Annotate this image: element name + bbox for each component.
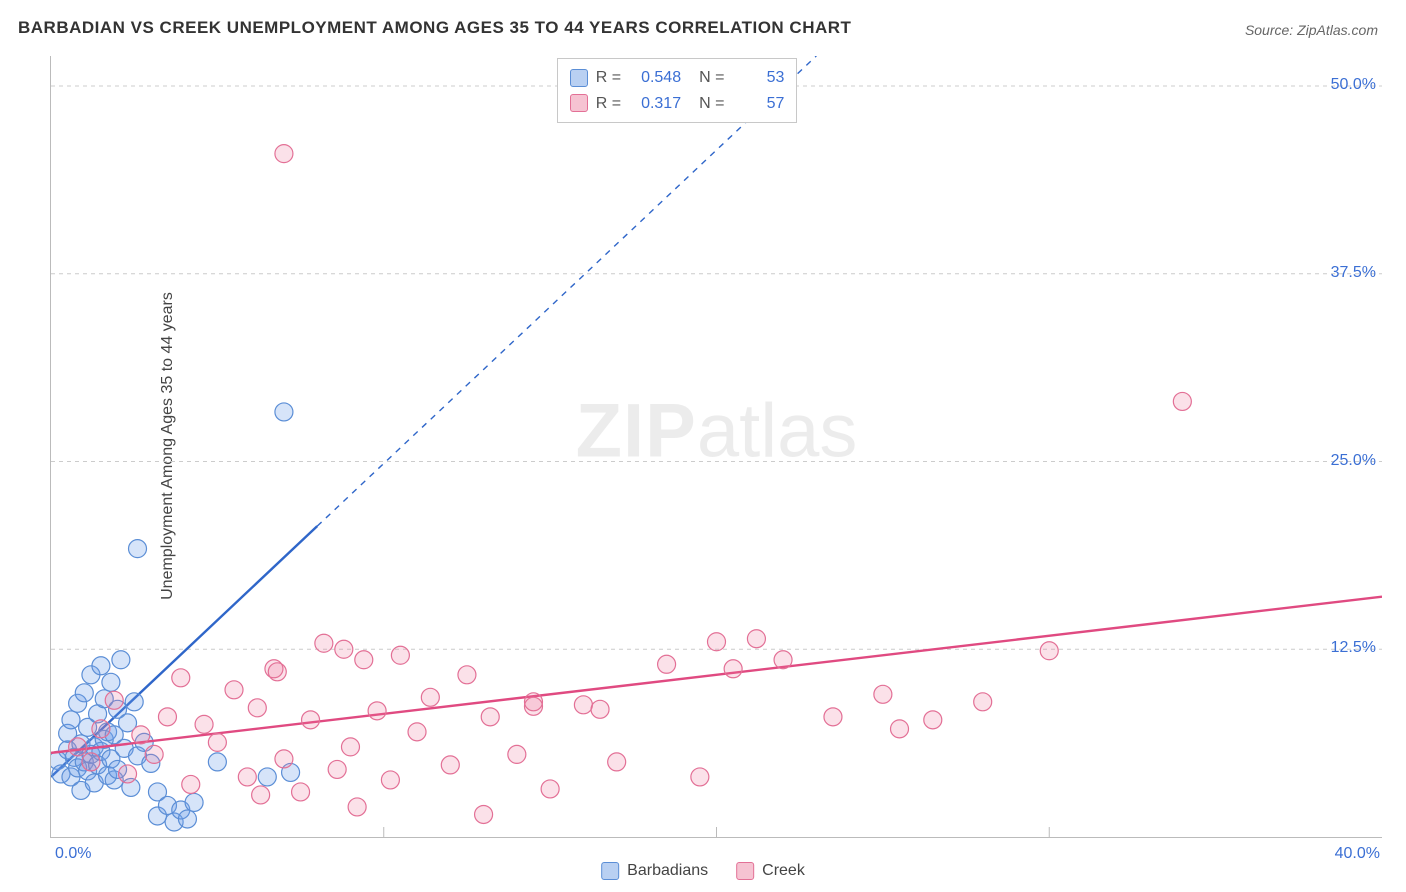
stats-row: R = 0.548 N = 53 [570,65,785,91]
legend-swatch [570,69,588,87]
x-tick-label: 0.0% [55,845,91,863]
y-tick-label: 37.5% [1331,264,1376,282]
stat-r-value: 0.317 [629,91,681,117]
stats-row: R = 0.317 N = 57 [570,91,785,117]
stat-r-label: R = [596,65,621,91]
legend-label: Creek [762,862,805,880]
y-tick-label: 50.0% [1331,76,1376,94]
legend-swatch [601,862,619,880]
stat-n-value: 53 [732,65,784,91]
legend-swatch [570,94,588,112]
legend-swatch [736,862,754,880]
bottom-legend: Barbadians Creek [601,862,805,880]
correlation-stats-box: R = 0.548 N = 53 R = 0.317 N = 57 [557,58,798,123]
legend-label: Barbadians [627,862,708,880]
stat-r-label: R = [596,91,621,117]
y-tick-label: 25.0% [1331,452,1376,470]
chart-plot-area: ZIPatlas R =0.548N =53R =0.317N =57 12.5… [50,56,1382,838]
source-attribution: Source: ZipAtlas.com [1245,22,1378,38]
legend-item: Barbadians [601,862,708,880]
scatter-plot-svg [51,56,1382,837]
stat-n-label: N = [699,65,724,91]
stat-n-value: 57 [732,91,784,117]
y-tick-label: 12.5% [1331,639,1376,657]
legend-item: Creek [736,862,805,880]
stat-n-label: N = [699,91,724,117]
chart-title: BARBADIAN VS CREEK UNEMPLOYMENT AMONG AG… [18,18,851,38]
x-tick-label: 40.0% [1335,845,1380,863]
stat-r-value: 0.548 [629,65,681,91]
